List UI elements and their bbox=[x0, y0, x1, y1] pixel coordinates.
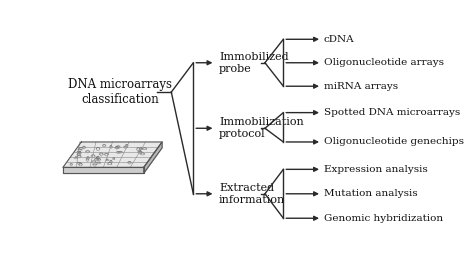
Text: miRNA arrays: miRNA arrays bbox=[324, 82, 398, 91]
Text: Genomic hybridization: Genomic hybridization bbox=[324, 214, 443, 223]
Text: Extracted
information: Extracted information bbox=[219, 183, 285, 204]
Text: Immobilized
probe: Immobilized probe bbox=[219, 52, 289, 74]
Text: cDNA: cDNA bbox=[324, 35, 355, 44]
Text: DNA microarrays
classification: DNA microarrays classification bbox=[68, 78, 172, 106]
Text: Immobilization
protocol: Immobilization protocol bbox=[219, 117, 304, 139]
Polygon shape bbox=[63, 167, 144, 173]
Text: Oligonucleotide genechips: Oligonucleotide genechips bbox=[324, 137, 464, 147]
Text: Mutation analysis: Mutation analysis bbox=[324, 189, 418, 198]
Text: Oligonucleotide arrays: Oligonucleotide arrays bbox=[324, 58, 444, 67]
Polygon shape bbox=[63, 142, 162, 167]
Polygon shape bbox=[144, 142, 162, 173]
Text: Spotted DNA microarrays: Spotted DNA microarrays bbox=[324, 108, 460, 117]
Text: Expression analysis: Expression analysis bbox=[324, 165, 428, 174]
